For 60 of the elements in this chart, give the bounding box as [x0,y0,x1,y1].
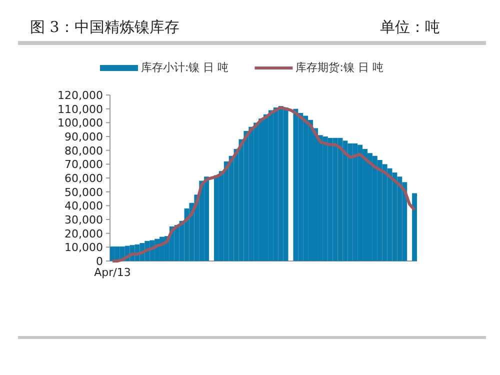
bar [278,106,284,261]
chart-subtitle: 单位：吨 [380,18,440,36]
y-tick-label: 120,000 [58,89,103,102]
bar [273,107,278,261]
bar [264,114,268,261]
bar [189,202,194,261]
bar [248,126,254,261]
bar [318,135,323,261]
bar [358,144,363,261]
y-tick-label: 50,000 [64,186,103,199]
bar [283,107,288,261]
bar [382,164,388,261]
bar [392,172,398,261]
bar [199,180,204,261]
y-tick-label: 40,000 [64,200,103,213]
bar [332,138,338,261]
bar [402,182,408,261]
y-tick-label: 80,000 [64,144,103,158]
bar [308,120,314,261]
bar [174,225,180,261]
bar [258,118,264,261]
bar [228,156,234,261]
bar [303,116,308,261]
bar [179,220,184,261]
bar [372,156,378,261]
bar [204,176,210,261]
y-tick-label: 90,000 [64,130,103,144]
bar [254,122,259,261]
bar [367,153,372,261]
x-tick-label: Apr/13 [94,266,131,279]
bar [218,171,224,261]
y-tick-label: 60,000 [64,172,103,185]
bar [352,143,358,261]
y-tick-label: 70,000 [64,158,103,172]
bar [214,175,219,261]
bar [328,138,333,261]
chart-title: 图 3：中国精炼镍库存 [30,18,180,36]
y-tick-label: 20,000 [64,227,103,240]
bar [412,193,417,261]
bar [348,143,353,261]
bar [110,246,115,261]
legend-label: 库存小计:镍 日 吨 [141,61,229,74]
bar [362,148,368,261]
bar [377,160,382,261]
bar [298,112,304,261]
bar [238,139,244,261]
bar [397,176,402,261]
legend-label: 库存期货:镍 日 吨 [296,61,384,74]
bar [322,136,328,261]
bar [244,130,249,261]
bar [313,128,318,261]
y-tick-label: 30,000 [64,214,103,226]
bar [268,110,274,261]
bar [293,108,298,261]
y-tick-label: 110,000 [58,102,103,116]
bar [342,140,348,261]
bar [224,161,229,261]
y-tick-label: 0 [96,255,103,268]
y-tick-label: 100,000 [58,116,103,130]
y-tick-label: 10,000 [64,241,103,254]
